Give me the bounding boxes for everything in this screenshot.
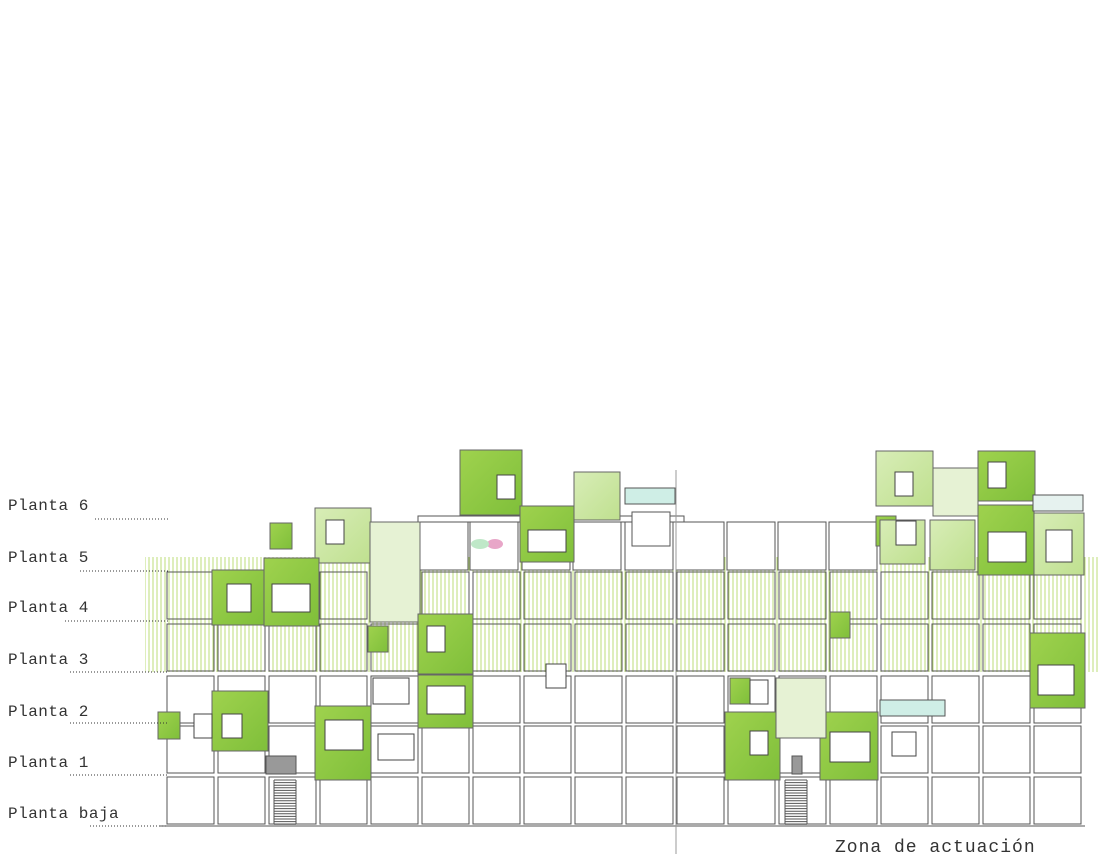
module-window: [1038, 665, 1074, 695]
grid-cell: [932, 777, 979, 824]
green-module: [158, 712, 180, 739]
green-module: [930, 520, 975, 570]
grid-cell: [983, 726, 1030, 773]
module-window: [988, 462, 1006, 488]
module-window: [272, 584, 310, 612]
grid-cell: [575, 726, 622, 773]
glass-module: [625, 488, 675, 504]
floor-label-3: Planta 3: [8, 651, 89, 669]
grid-cell: [881, 777, 928, 824]
grid-cell: [575, 676, 622, 723]
zone-label: Zona de actuación: [835, 838, 1036, 858]
grid-cell: [626, 676, 673, 723]
grid-cell: [422, 777, 469, 824]
grid-cell: [524, 726, 571, 773]
module-window: [830, 732, 870, 762]
green-module: [776, 678, 826, 738]
grid-cell: [167, 777, 214, 824]
module-window: [427, 626, 445, 652]
grid-cell: [677, 676, 724, 723]
module-window: [227, 584, 251, 612]
grid-cell: [677, 777, 724, 824]
green-module: [933, 468, 978, 516]
grid-cell: [728, 777, 775, 824]
grid-cell: [473, 726, 520, 773]
window: [892, 732, 916, 756]
module-window: [528, 530, 566, 552]
module-window: [427, 686, 465, 714]
floor-label-1: Planta 1: [8, 754, 89, 772]
module-window: [1046, 530, 1072, 562]
module-window: [326, 520, 344, 544]
floor-label-baja: Planta baja: [8, 805, 119, 823]
module-window: [896, 521, 916, 545]
grid-cell: [218, 777, 265, 824]
module-window: [895, 472, 913, 496]
grid-cell: [371, 777, 418, 824]
grid-cell: [320, 777, 367, 824]
green-module: [270, 523, 292, 549]
grid-cell: [677, 726, 724, 773]
window: [194, 714, 212, 738]
floor-label-6: Planta 6: [8, 497, 89, 515]
grid-cell: [473, 777, 520, 824]
green-module: [574, 472, 620, 520]
green-module: [368, 626, 388, 652]
window: [546, 664, 566, 688]
floor-label-2: Planta 2: [8, 703, 89, 721]
grid-cell: [473, 676, 520, 723]
window: [750, 680, 768, 704]
green-module: [370, 522, 420, 622]
upper-cell: [829, 522, 877, 570]
grid-cell: [575, 777, 622, 824]
floor-label-5: Planta 5: [8, 549, 89, 567]
module-window: [222, 714, 242, 738]
stair-landing: [792, 756, 802, 774]
grid-cell: [1034, 726, 1081, 773]
upper-cell: [420, 522, 468, 570]
grid-cell: [932, 726, 979, 773]
grid-cell: [269, 676, 316, 723]
module-window: [750, 731, 768, 755]
floor-label-4: Planta 4: [8, 599, 89, 617]
glass-module: [880, 700, 945, 716]
module-window: [988, 532, 1026, 562]
pink-accent: [487, 539, 503, 549]
grid-cell: [626, 777, 673, 824]
grid-cell: [422, 726, 469, 773]
window: [378, 734, 414, 760]
upper-cell: [727, 522, 775, 570]
window: [373, 678, 409, 704]
stair-landing: [266, 756, 296, 774]
upper-window: [632, 512, 670, 546]
green-accent: [471, 539, 489, 549]
glass-module: [1033, 495, 1083, 511]
grid-cell: [983, 777, 1030, 824]
grid-cell: [524, 777, 571, 824]
grid-cell: [1034, 777, 1081, 824]
upper-cell: [778, 522, 826, 570]
upper-cell: [676, 522, 724, 570]
module-window: [325, 720, 363, 750]
green-module: [830, 612, 850, 638]
green-module: [730, 678, 750, 704]
grid-cell: [830, 777, 877, 824]
grid-cell: [983, 676, 1030, 723]
upper-cell: [573, 522, 621, 570]
grid-cell: [626, 726, 673, 773]
module-window: [497, 475, 515, 499]
